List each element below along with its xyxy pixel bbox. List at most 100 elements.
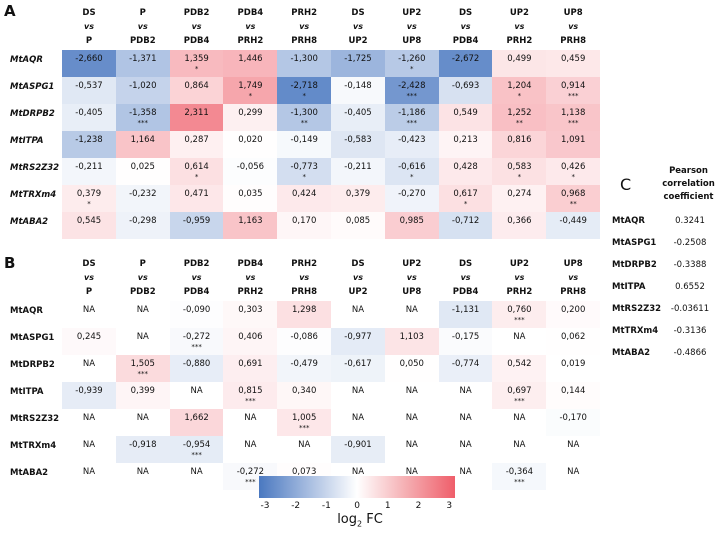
cell-value: -0,090 [182, 305, 211, 315]
significance-stars: * [87, 200, 91, 208]
cell-value: NA [190, 386, 203, 396]
cell-value: 1,091 [561, 135, 586, 145]
heatmap-cell: 1,446 [223, 50, 278, 77]
cell-value: -1,371 [129, 54, 157, 64]
heatmap-cell: 0,914 *** [546, 77, 601, 104]
column-header-a: DS [459, 8, 473, 18]
cell-value: -0,270 [398, 189, 426, 199]
heatmap-cell: 0,985 [384, 212, 439, 239]
cell-value: NA [82, 359, 96, 369]
significance-stars: * [410, 65, 414, 73]
significance-stars: * [517, 92, 522, 100]
column-header: PDB2 vs PDB4 [170, 6, 224, 48]
colorbar-label: log2 FC [337, 512, 383, 529]
cell-value: 1,138 [561, 108, 586, 118]
cell-value: 0,816 [507, 135, 532, 145]
row-label: MtAQR [10, 55, 43, 65]
cell-value: NA [459, 386, 472, 396]
heatmap-cell: -0,405 [62, 104, 116, 131]
heatmap-cell: 0,499 [492, 50, 547, 77]
heatmap-cell: NA [62, 463, 116, 490]
column-header-b: PDB4 [183, 287, 210, 297]
heatmap-cell: 0,968 ** [546, 185, 601, 212]
heatmap-cell: -1,371 [115, 50, 170, 77]
heatmap-cell: -0,405 [331, 104, 385, 131]
cell-value: 1,359 [184, 54, 209, 64]
heatmap-cell: 0,299 [223, 104, 278, 131]
colorbar-tick-label: 0 [354, 501, 360, 511]
heatmap-cell: -0,170 [546, 409, 601, 436]
heatmap-cell: NA [492, 436, 547, 463]
colorbar-tick-label: -2 [291, 501, 301, 511]
cell-value: -0,149 [290, 135, 318, 145]
heatmap-cell: -0,449 [546, 212, 601, 239]
cell-value: -0,175 [451, 332, 480, 342]
pearson-value: -0.3388 [673, 260, 707, 270]
column-header-a: PDB4 [237, 259, 264, 269]
column-header-a: DS [82, 259, 96, 269]
cell-value: -0,537 [75, 81, 103, 91]
column-header-a: UP2 [509, 259, 529, 269]
row-label: MtTRXm4 [10, 190, 57, 200]
column-header-b: PRH2 [237, 287, 264, 297]
cell-value: -0,774 [451, 359, 480, 369]
heatmap-cell: NA [331, 301, 385, 328]
column-header: PRH2 vs PRH8 [277, 257, 331, 299]
column-header-a: PRH2 [291, 259, 318, 269]
heatmap-cell: -0,056 [223, 158, 278, 185]
cell-value: -2,718 [290, 81, 318, 91]
heatmap-cell: NA [438, 382, 493, 409]
heatmap-cell: 1,164 [115, 131, 170, 158]
cell-value: NA [136, 305, 149, 315]
column-header-b: P [85, 36, 93, 46]
heatmap-cell: 0,864 [169, 77, 224, 104]
cell-value: 0,426 [561, 162, 586, 172]
cell-value: NA [513, 332, 526, 342]
column-header-vs: vs [460, 273, 471, 282]
cell-value: 0,406 [238, 332, 263, 342]
heatmap-cell: -0,880 [169, 355, 224, 382]
heatmap-cell: -2,660 [62, 50, 116, 77]
heatmap-cell: -0,175 [438, 328, 493, 355]
significance-stars: *** [514, 316, 525, 324]
heatmap-cell: 1,252 ** [492, 104, 547, 131]
cell-value: -2,428 [398, 81, 426, 91]
heatmap-cell: 0,697 *** [492, 382, 547, 409]
column-header-b: PRH8 [291, 287, 318, 297]
cell-value: 1,446 [238, 54, 263, 64]
heatmap-cell: -0,270 [384, 185, 439, 212]
column-header-a: UP2 [509, 8, 529, 18]
pearson-header-line: Pearson [669, 166, 708, 176]
heatmap-cell: -0,086 [277, 328, 332, 355]
colorbar [259, 476, 455, 498]
column-header: UP8 vs PRH8 [546, 257, 600, 299]
cell-value: -1,300 [290, 54, 318, 64]
significance-stars: * [571, 173, 575, 181]
cell-value: -1,186 [398, 108, 426, 118]
row-label: MtDRPB2 [10, 109, 55, 119]
pearson-value: -0.03611 [670, 304, 710, 314]
heatmap-cell: NA [115, 328, 170, 355]
column-header-a: UP8 [563, 8, 583, 18]
column-header-b: PDB2 [129, 287, 156, 297]
cell-value: NA [459, 467, 472, 477]
heatmap-cell: 0,545 [62, 212, 116, 239]
heatmap-cell: 0,617 * [438, 185, 493, 212]
column-header: UP8 vs PRH8 [546, 6, 600, 48]
heatmap-cell: -0,232 [115, 185, 170, 212]
heatmap-cell: -1,260 * [384, 50, 439, 77]
column-header-b: PDB4 [183, 36, 210, 46]
heatmap-cell: 1,103 [384, 328, 439, 355]
cell-value: 0,274 [507, 189, 532, 199]
column-header-vs: vs [514, 273, 525, 282]
cell-value: 0,583 [507, 162, 532, 172]
heatmap-cell: 0,459 [546, 50, 601, 77]
cell-value: -1,358 [129, 108, 157, 118]
heatmap-cell: NA [169, 463, 224, 490]
cell-value: 0,499 [507, 54, 532, 64]
cell-value: 0,617 [453, 189, 478, 199]
significance-stars: *** [137, 370, 149, 378]
column-header-a: DS [459, 259, 473, 269]
row-label: MtRS2Z32 [10, 414, 60, 424]
